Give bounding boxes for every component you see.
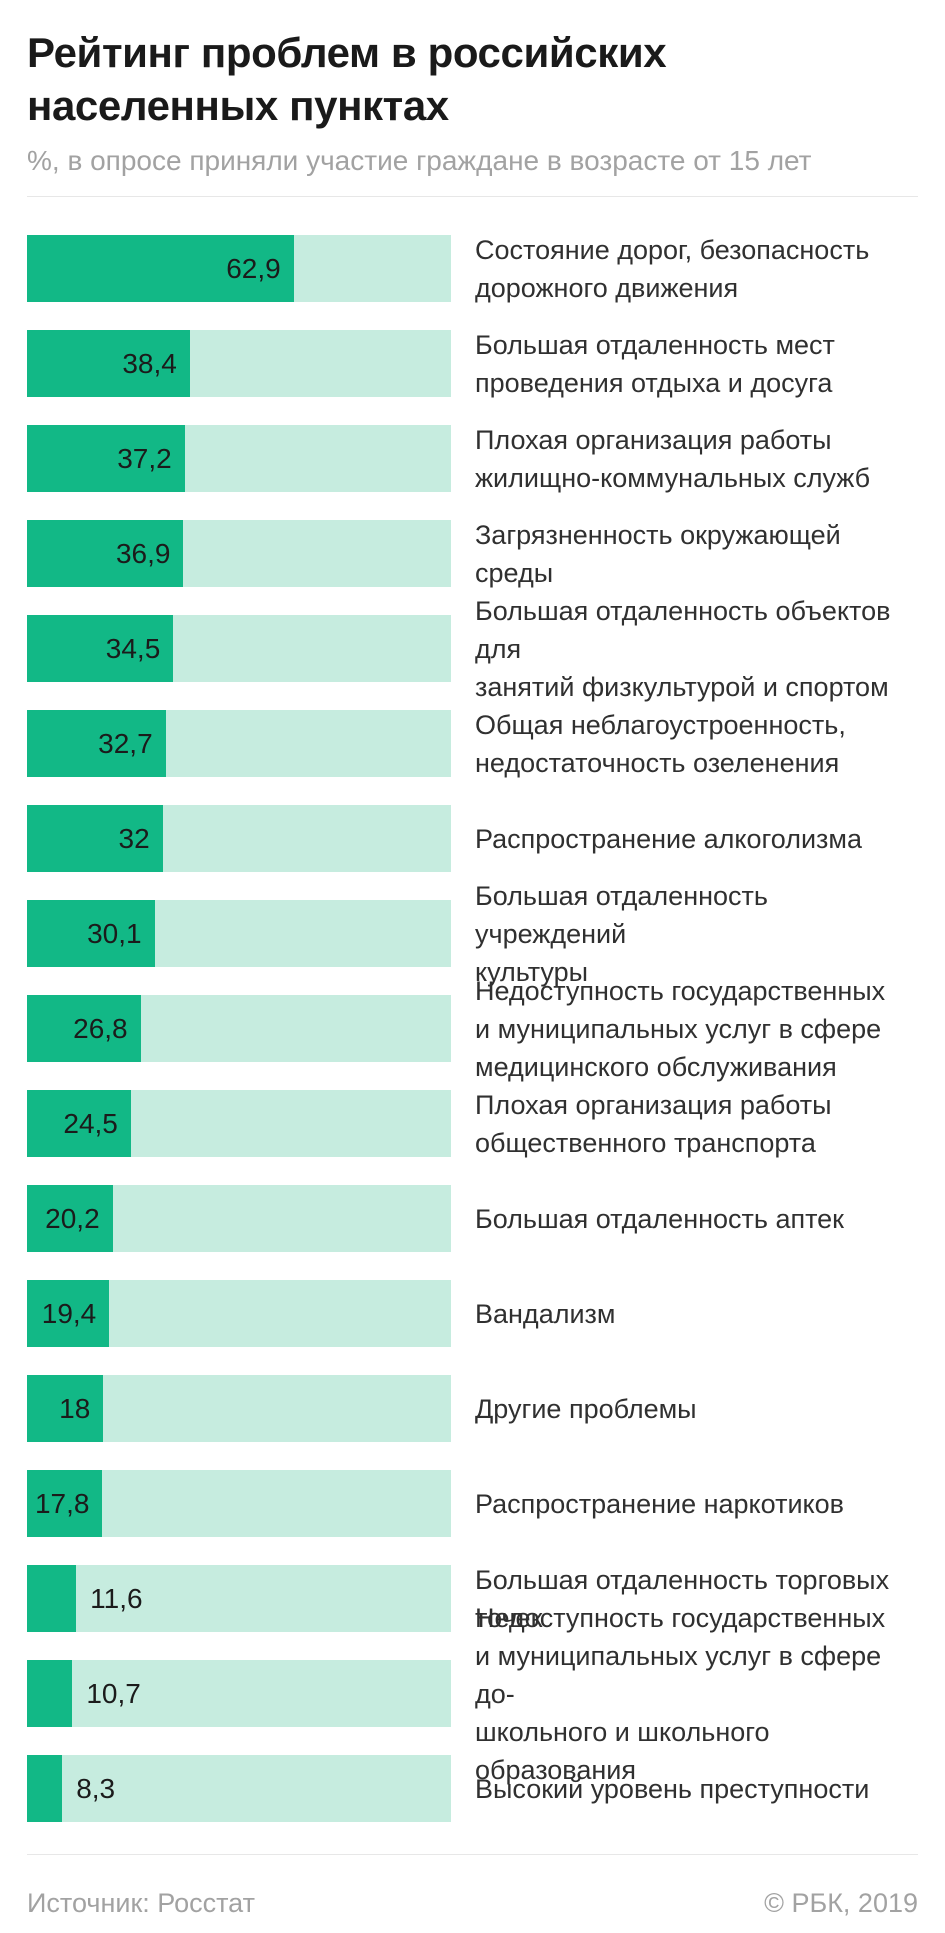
bar-value-label: 26,8 (73, 1013, 128, 1044)
bar-row: 26,8 Недоступность государственных и мун… (27, 976, 918, 1082)
bar-category-label: Загрязненность окружающей среды (475, 519, 841, 588)
bar-fill (27, 425, 185, 492)
bar-fill (27, 710, 166, 777)
bar-fill (27, 1660, 73, 1727)
bar-value-label: 38,4 (122, 348, 177, 379)
bar-fill (27, 235, 294, 302)
bar-value-label: 8,3 (76, 1773, 116, 1804)
bar-value-label: 18 (59, 1393, 91, 1424)
bar-category-label: Состояние дорог, безопасность дорожного … (475, 234, 870, 303)
bar-category-label: Плохая организация работы общественного … (475, 1089, 832, 1158)
bar-value-label: 36,9 (115, 538, 171, 569)
bar-row: 10,7 Недоступность государственных и мун… (27, 1603, 918, 1785)
bar-track: 34,5 (27, 615, 451, 682)
footer-divider (27, 1854, 918, 1855)
bar-fill (27, 520, 184, 587)
bar-value-label: 30,1 (87, 918, 142, 949)
bar-category-label: Недоступность государственных и муниципа… (475, 1602, 886, 1785)
bar-value-label: 32 (118, 823, 150, 854)
bar-row: 34,5 Большая отдаленность объектов для з… (27, 596, 918, 702)
bar-row: 62,9 Состояние дорог, безопасность дорож… (27, 235, 918, 303)
bar-track: 11,6 (27, 1565, 451, 1632)
bar-category-label: Общая неблагоустроенность, недостаточнос… (475, 709, 846, 778)
bar-row: 24,5 Плохая организация работы обществен… (27, 1090, 918, 1158)
bar-value-label: 32,7 (98, 728, 153, 759)
bar-category-label: Большая отдаленность торговых точек (475, 1564, 890, 1633)
bar-track: 32 (27, 805, 451, 872)
bar-row: 18 Другие проблемы (27, 1375, 918, 1442)
bar-category-label: Большая отдаленность аптек (475, 1203, 844, 1234)
bar-value-label: 17,8 (34, 1488, 90, 1519)
bar-track: 19,4 (27, 1280, 451, 1347)
bar-track: 17,8 (27, 1470, 451, 1537)
bar-row: 19,4 Вандализм (27, 1280, 918, 1347)
bar-fill (27, 1090, 131, 1157)
bar-value-label: 62,9 (226, 253, 281, 284)
bar-row: 32,7 Общая неблагоустроенность, недостат… (27, 710, 918, 778)
bar-track: 32,7 (27, 710, 451, 777)
chart-title: Рейтинг проблем в российских населенных … (27, 29, 667, 129)
bar-category-label: Недоступность государственных и муниципа… (475, 975, 886, 1082)
bar-value-label: 37,2 (117, 443, 172, 474)
copyright-label: © РБК, 2019 (764, 1888, 918, 1918)
bar-track: 37,2 (27, 425, 451, 492)
bar-row: 32 Распространение алкоголизма (27, 805, 918, 872)
bar-row: 37,2 Плохая организация работы жилищно-к… (27, 425, 918, 493)
bar-row: 38,4 Большая отдаленность мест проведени… (27, 330, 918, 398)
bar-track: 26,8 (27, 995, 451, 1062)
bar-category-label: Большая отдаленность объектов для заняти… (475, 595, 891, 702)
bar-category-label: Большая отдаленность мест проведения отд… (475, 329, 835, 398)
bar-value-label: 24,5 (63, 1108, 118, 1139)
bar-category-label: Другие проблемы (475, 1393, 697, 1424)
bar-row: 8,3 Высокий уровень преступности (27, 1755, 918, 1822)
bar-value-label: 20,2 (45, 1203, 100, 1234)
bar-fill (27, 1565, 77, 1632)
bar-track: 38,4 (27, 330, 451, 397)
bar-category-label: Вандализм (475, 1298, 616, 1329)
bar-track: 20,2 (27, 1185, 451, 1252)
bar-value-label: 10,7 (86, 1678, 141, 1709)
bar-track: 36,9 (27, 520, 451, 587)
bar-category-label: Распространение наркотиков (475, 1488, 845, 1519)
bar-track: 24,5 (27, 1090, 451, 1157)
bar-category-label: Распространение алкоголизма (475, 823, 862, 854)
bar-fill (27, 1375, 104, 1442)
chart-subtitle: %, в опросе приняли участие граждане в в… (27, 145, 812, 176)
bar-row: 36,9 Загрязненность окружающей среды (27, 520, 918, 588)
bar-value-label: 19,4 (41, 1298, 97, 1329)
bar-row: 11,6 Большая отдаленность торговых точек (27, 1565, 918, 1633)
bar-row: 20,2 Большая отдаленность аптек (27, 1185, 918, 1252)
header-divider (27, 196, 918, 197)
bar-fill (27, 1470, 103, 1537)
bar-fill (27, 1755, 63, 1822)
footer: Источник: Росстат © РБК, 2019 (27, 1888, 918, 1919)
bar-track: 10,7 (27, 1660, 451, 1727)
source-label: Источник: Росстат (27, 1888, 255, 1918)
bar-track: 18 (27, 1375, 451, 1442)
bar-category-label: Высокий уровень преступности (475, 1773, 870, 1804)
bar-row: 30,1 Большая отдаленность учреждений кул… (27, 881, 918, 987)
bar-fill (27, 615, 174, 682)
bar-fill (27, 900, 155, 967)
bar-fill (27, 1280, 110, 1347)
bar-fill (27, 330, 190, 397)
bar-track: 62,9 (27, 235, 451, 302)
bar-row: 17,8 Распространение наркотиков (27, 1470, 918, 1537)
bar-chart: 62,9 Состояние дорог, безопасность дорож… (27, 235, 918, 1822)
bar-fill (27, 995, 141, 1062)
bar-value-label: 34,5 (105, 633, 161, 664)
bar-track: 30,1 (27, 900, 451, 967)
bar-track: 8,3 (27, 1755, 451, 1822)
bar-category-label: Большая отдаленность учреждений культуры (475, 880, 768, 987)
bar-fill (27, 1185, 113, 1252)
bar-fill (27, 805, 163, 872)
bar-value-label: 11,6 (90, 1583, 143, 1614)
bar-category-label: Плохая организация работы жилищно-коммун… (475, 424, 871, 493)
